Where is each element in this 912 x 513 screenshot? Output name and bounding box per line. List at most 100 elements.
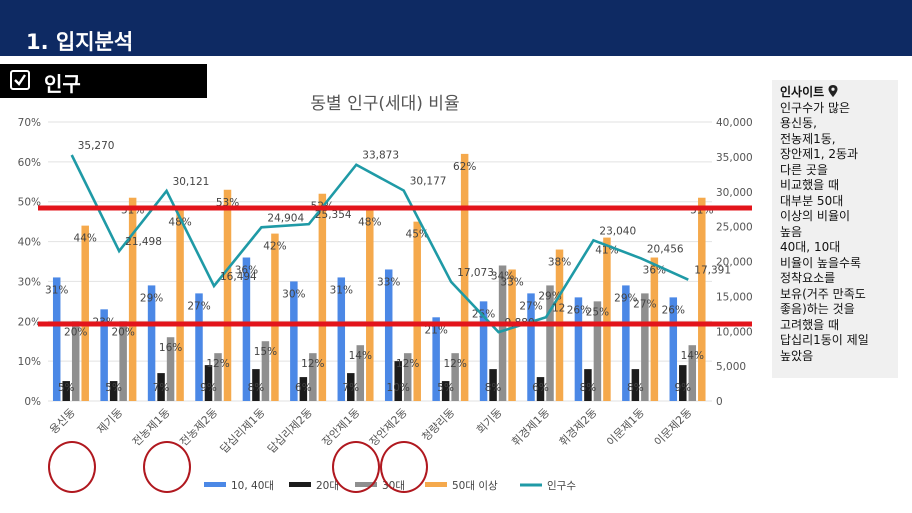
line-data-label: 23,040 <box>599 225 636 237</box>
bar <box>128 197 137 401</box>
bar-data-label: 27% <box>519 300 542 312</box>
bar-data-label: 8% <box>248 382 265 394</box>
bar-data-label: 31% <box>330 284 353 296</box>
bar-data-label: 48% <box>358 217 381 229</box>
y-left-tick-label: 0% <box>24 396 41 408</box>
legend-label: 50대 이상 <box>452 480 498 492</box>
bar <box>413 221 421 401</box>
line-data-label: 33,873 <box>362 150 399 162</box>
bar <box>650 257 659 401</box>
y-right-tick-label: 0 <box>716 396 723 408</box>
bar <box>403 353 412 401</box>
legend-swatch <box>289 482 311 487</box>
legend-swatch <box>425 482 447 487</box>
bar <box>546 285 554 401</box>
bar <box>489 369 497 401</box>
y-left-tick-label: 60% <box>18 157 41 169</box>
bar <box>195 293 203 401</box>
bar-data-label: 36% <box>235 265 258 277</box>
x-category-label: 답십리제2동 <box>265 406 315 456</box>
x-category-label: 제기동 <box>95 406 126 437</box>
bar-data-label: 29% <box>140 292 163 304</box>
bar-data-label: 45% <box>406 229 429 241</box>
bar <box>52 277 61 401</box>
bar <box>384 269 393 401</box>
bar-data-label: 6% <box>295 382 312 394</box>
bar-data-label: 5% <box>58 382 75 394</box>
y-left-tick-label: 40% <box>18 237 41 249</box>
bar-data-label: 31% <box>45 284 68 296</box>
bar-data-label: 14% <box>681 350 704 362</box>
line-data-label: 21,498 <box>125 236 162 248</box>
bar <box>679 365 687 401</box>
population-chart: 동별 인구(세대) 비율 0% 10% 20% 30% 40% 50% 60% 70% 0 5,00… <box>18 94 753 492</box>
bar <box>157 373 165 401</box>
highlight-circle <box>332 441 381 493</box>
line-data-label: 35,270 <box>78 140 115 152</box>
bar <box>508 269 516 401</box>
bar <box>688 345 697 401</box>
bar-data-label: 34% <box>491 270 514 282</box>
bar-data-label: 44% <box>74 233 97 245</box>
bar-data-label: 20% <box>64 326 87 338</box>
bar-data-label: 12% <box>443 358 466 370</box>
bar <box>62 381 70 401</box>
bar-data-label: 33% <box>500 276 523 288</box>
bar <box>432 317 440 401</box>
bar <box>527 293 535 401</box>
bar <box>698 197 706 401</box>
checkbox-icon <box>10 70 30 90</box>
y-right-tick-label: 40,000 <box>716 117 753 129</box>
bar <box>479 301 488 401</box>
bar <box>441 381 450 401</box>
bar <box>204 365 213 401</box>
bar <box>271 233 279 401</box>
line-data-label: 30,121 <box>173 176 210 188</box>
x-category-label: 이문제2동 <box>652 406 695 449</box>
bar <box>574 297 583 401</box>
bar <box>498 265 507 401</box>
x-category-label: 휘경제2동 <box>557 406 600 449</box>
bar <box>622 285 630 401</box>
line-data-label: 16,494 <box>220 271 257 283</box>
bar-data-label: 30% <box>282 288 305 300</box>
bar <box>669 297 678 401</box>
bar <box>394 361 402 401</box>
bar-data-label: 5% <box>437 382 454 394</box>
y-right-tick-label: 20,000 <box>716 257 753 269</box>
bar-data-label: 42% <box>263 241 286 253</box>
bar <box>318 193 327 401</box>
y-right-tick-label: 30,000 <box>716 187 753 199</box>
bar-data-label: 48% <box>168 217 191 229</box>
bar <box>536 377 545 401</box>
y-right-tick-label: 35,000 <box>716 152 753 164</box>
bar <box>309 353 317 401</box>
line-data-label: 12 <box>552 302 565 314</box>
line-data-label: 20,456 <box>647 243 684 255</box>
section-title: 인구 <box>44 72 81 96</box>
line-data-label: 17,391 <box>694 265 731 277</box>
bar-data-label: 9% <box>200 382 217 394</box>
y-right-tick-label: 25,000 <box>716 222 753 234</box>
bar <box>147 285 156 401</box>
bar-data-label: 12% <box>206 358 229 370</box>
legend-label: 20대 <box>316 480 339 492</box>
bar-data-label: 21% <box>424 324 447 336</box>
bar <box>299 377 308 401</box>
x-category-label: 회기동 <box>474 406 505 437</box>
bar-data-label: 8% <box>627 382 644 394</box>
bar <box>641 293 649 401</box>
highlight-circle <box>379 441 428 493</box>
bar <box>366 209 374 401</box>
x-category-label: 청량리동 <box>419 406 457 444</box>
highlight-circle <box>142 441 191 493</box>
y-right-tick-label: 15,000 <box>716 291 753 303</box>
legend-label: 인구수 <box>547 480 576 492</box>
highlight-circle <box>47 441 96 493</box>
bar <box>176 209 184 401</box>
bar-data-label: 41% <box>595 245 618 257</box>
insight-box: 인사이트 인구수가 많은 용신동, 전농제1동, 장안제1, 2동과 다른 곳을… <box>772 80 898 378</box>
bar-data-label: 9% <box>674 382 691 394</box>
y-left-tick-label: 10% <box>18 356 41 368</box>
chart-title: 동별 인구(세대) 비율 <box>310 94 459 114</box>
